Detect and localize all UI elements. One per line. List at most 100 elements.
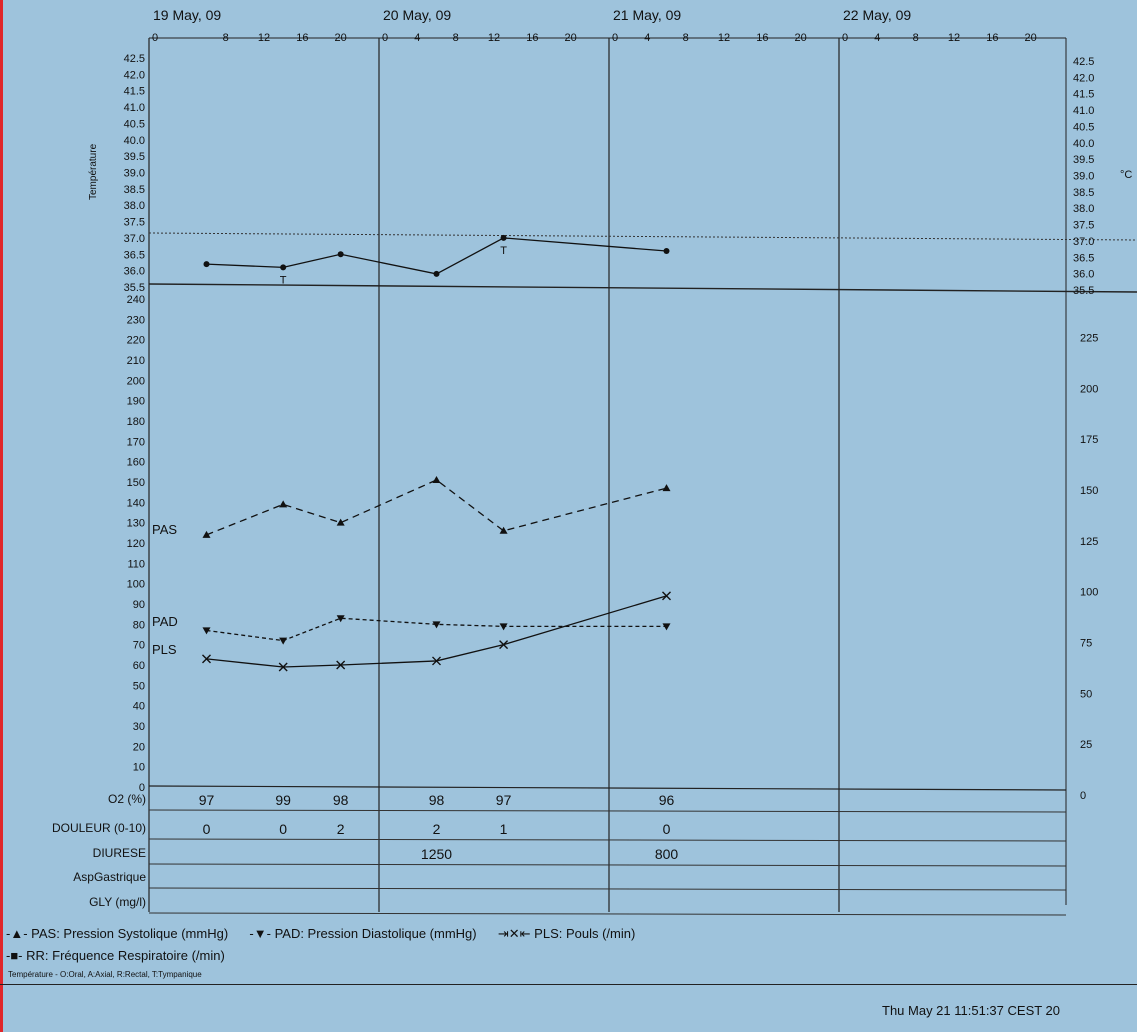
series-pad-point bbox=[432, 621, 441, 629]
hour-tick-0-20: 20 bbox=[335, 32, 347, 44]
temp-tick-left: 35.5 bbox=[124, 282, 145, 294]
hour-tick-3-0: 0 bbox=[842, 32, 848, 44]
hour-tick-2-20: 20 bbox=[795, 32, 807, 44]
vitals-tick-left: 30 bbox=[133, 721, 145, 733]
vitals-tick-right: 50 bbox=[1080, 688, 1092, 700]
series-pas-point bbox=[662, 484, 671, 492]
vitals-tick-left: 90 bbox=[133, 599, 145, 611]
vitals-tick-left: 240 bbox=[127, 294, 145, 306]
table-cell: 96 bbox=[659, 792, 675, 808]
table-row-rule bbox=[148, 912, 1067, 916]
series-pls-point bbox=[662, 591, 671, 601]
temperature-reference-line bbox=[148, 232, 1137, 241]
series-pad-point bbox=[336, 615, 345, 623]
series-pad-line bbox=[206, 617, 667, 642]
hour-tick-2-12: 12 bbox=[718, 32, 730, 44]
table-row-label: DIURESE bbox=[93, 846, 146, 860]
temp-tick-right: 37.0 bbox=[1073, 236, 1094, 248]
hour-tick-0-16: 16 bbox=[296, 32, 308, 44]
vitals-tick-left: 120 bbox=[127, 538, 145, 550]
vitals-tick-left: 110 bbox=[127, 558, 145, 570]
series-pls-point bbox=[278, 662, 288, 672]
table-row-label: AspGastrique bbox=[73, 870, 146, 884]
vitals-tick-right: 125 bbox=[1080, 536, 1098, 548]
temp-tick-right: 38.0 bbox=[1073, 203, 1094, 215]
hour-tick-2-0: 0 bbox=[612, 32, 618, 44]
legend-rr-symbol: -■- bbox=[6, 948, 23, 963]
vitals-tick-left: 80 bbox=[133, 619, 145, 631]
vitals-tick-left: 220 bbox=[127, 335, 145, 347]
temp-tick-right: 35.5 bbox=[1073, 285, 1094, 297]
table-row-rule bbox=[148, 838, 1067, 842]
vitals-tick-left: 160 bbox=[127, 457, 145, 469]
table-row-rule bbox=[148, 809, 1067, 813]
table-cell: 2 bbox=[337, 821, 345, 837]
series-pas-label: PAS bbox=[152, 522, 177, 537]
hour-tick-2-16: 16 bbox=[756, 32, 768, 44]
table-cell: 0 bbox=[279, 821, 287, 837]
series-pls-label: PLS bbox=[152, 642, 177, 657]
vitals-tick-left: 150 bbox=[127, 477, 145, 489]
series-pad-label: PAD bbox=[152, 614, 178, 629]
temperature-axis-label: Température bbox=[88, 143, 99, 200]
series-pas-point bbox=[279, 500, 288, 508]
series-pad-point bbox=[279, 637, 288, 645]
series-pls-point bbox=[202, 654, 211, 664]
temp-tick-left: 42.0 bbox=[124, 69, 145, 81]
temperature-line bbox=[206, 237, 667, 275]
table-row-rule bbox=[148, 863, 1067, 867]
series-pas-point bbox=[432, 475, 441, 483]
series-pas-point bbox=[499, 526, 508, 534]
temp-tick-right: 39.0 bbox=[1073, 171, 1094, 183]
table-row-label: O2 (%) bbox=[108, 792, 146, 806]
legend-row-2: -■- RR: Fréquence Respiratoire (/min) bbox=[6, 948, 225, 963]
temp-tick-left: 40.5 bbox=[124, 118, 145, 130]
legend-row-1: -▲- PAS: Pression Systolique (mmHg) -▼- … bbox=[6, 926, 635, 942]
vitals-tick-left: 210 bbox=[127, 355, 145, 367]
vitals-tick-left: 20 bbox=[133, 741, 145, 753]
series-pls-point bbox=[336, 660, 346, 670]
temp-tick-right: 42.5 bbox=[1073, 56, 1094, 68]
temperature-point bbox=[500, 234, 507, 241]
vitals-tick-left: 10 bbox=[133, 762, 145, 774]
series-pls-point bbox=[499, 640, 509, 650]
series-pls-line bbox=[206, 595, 667, 668]
table-cell: 98 bbox=[429, 792, 445, 808]
series-pad-point bbox=[662, 623, 671, 631]
temperature-unit: °C bbox=[1120, 169, 1132, 181]
hour-tick-1-8: 8 bbox=[453, 32, 459, 44]
table-row-label: DOULEUR (0-10) bbox=[52, 821, 146, 835]
vitals-tick-right: 0 bbox=[1080, 790, 1086, 802]
temperature-point bbox=[663, 248, 670, 255]
temp-tick-left: 41.0 bbox=[124, 102, 145, 114]
table-cell: 99 bbox=[275, 792, 291, 808]
series-pad-point bbox=[499, 623, 508, 631]
series-pls-point bbox=[432, 656, 441, 666]
hour-tick-1-16: 16 bbox=[526, 32, 538, 44]
table-cell: 2 bbox=[433, 821, 441, 837]
vitals-tick-left: 40 bbox=[133, 701, 145, 713]
vitals-tick-right: 150 bbox=[1080, 485, 1098, 497]
table-cell: 97 bbox=[199, 792, 215, 808]
day-header-2: 21 May, 09 bbox=[613, 7, 681, 23]
table-cell: 0 bbox=[203, 821, 211, 837]
hour-tick-3-16: 16 bbox=[986, 32, 998, 44]
vitals-tick-left: 130 bbox=[127, 518, 145, 530]
series-pas-line bbox=[206, 479, 667, 536]
vitals-tick-right: 75 bbox=[1080, 638, 1092, 650]
print-timestamp: Thu May 21 11:51:37 CEST 20 bbox=[882, 1003, 1061, 1018]
temp-tick-left: 42.5 bbox=[124, 53, 145, 65]
vitals-tick-left: 200 bbox=[127, 375, 145, 387]
legend-pas-label: PAS: Pression Systolique (mmHg) bbox=[31, 926, 229, 941]
temp-tick-left: 39.0 bbox=[124, 168, 145, 180]
day-header-3: 22 May, 09 bbox=[843, 7, 911, 23]
vitals-tick-left: 190 bbox=[127, 396, 145, 408]
hour-tick-2-8: 8 bbox=[683, 32, 689, 44]
legend-rr-label: RR: Fréquence Respiratoire (/min) bbox=[26, 948, 225, 963]
hour-tick-2-4: 4 bbox=[644, 32, 650, 44]
temp-tick-right: 39.5 bbox=[1073, 154, 1094, 166]
temp-tick-right: 38.5 bbox=[1073, 187, 1094, 199]
temp-tick-left: 38.0 bbox=[124, 200, 145, 212]
legend-pas-symbol: -▲- bbox=[6, 926, 28, 941]
temperature-point bbox=[203, 261, 210, 268]
